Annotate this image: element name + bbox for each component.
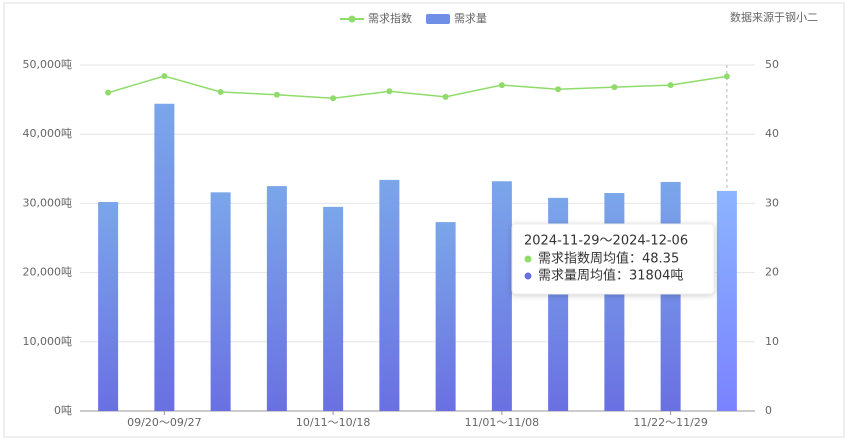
tooltip-item: 需求指数周均值：48.35 [538, 251, 679, 267]
x-tick-label: 11/01～11/08 [465, 416, 539, 429]
y-tick-label: 30,000吨 [23, 196, 73, 209]
y-tick-label: 50,000吨 [23, 58, 73, 71]
line-point [330, 95, 337, 102]
frame [3, 2, 845, 438]
line-point [498, 82, 505, 89]
line-point [386, 88, 393, 95]
source-note: 数据来源于钢小二 [730, 10, 818, 24]
tooltip: 2024-11-29～2024-12-06 需求指数周均值：48.35需求量周均值… [511, 223, 715, 295]
y-tick-label: 20,000吨 [23, 266, 73, 279]
bar [435, 222, 456, 411]
y-tick-label: 0吨 [54, 404, 72, 417]
line-point [611, 84, 618, 91]
bar [660, 181, 681, 411]
y2-tick-label: 30 [765, 196, 779, 209]
x-tick-label: 10/11～10/18 [296, 416, 370, 429]
tooltip-dot [524, 272, 532, 280]
y2-tick-label: 0 [765, 404, 772, 417]
bar [323, 206, 344, 411]
x-tick-label: 09/20～09/27 [127, 416, 201, 429]
line-point [105, 89, 112, 96]
legend-label: 需求量 [454, 12, 487, 25]
legend-swatch [426, 14, 450, 24]
line-point [555, 86, 562, 93]
line-point [161, 73, 168, 80]
bar [154, 103, 175, 411]
y2-tick-label: 20 [765, 266, 779, 279]
bar [379, 179, 400, 411]
y2-tick-label: 50 [765, 58, 779, 71]
bar [716, 190, 737, 411]
tooltip-box [511, 223, 715, 295]
tooltip-title: 2024-11-29～2024-12-06 [524, 234, 688, 249]
bar [266, 186, 287, 411]
bar [210, 192, 231, 411]
legend-label: 需求指数 [368, 11, 412, 25]
y-tick-label: 40,000吨 [23, 127, 73, 140]
legend-swatch [348, 15, 356, 23]
y2-tick-label: 10 [765, 335, 779, 348]
tooltip-dot [524, 255, 532, 263]
line-point [442, 93, 449, 100]
bar [98, 202, 119, 411]
y-tick-label: 10,000吨 [23, 335, 73, 348]
tooltip-item: 需求量周均值：31804吨 [538, 268, 683, 284]
line-point [273, 91, 280, 98]
x-tick-label: 11/22～11/29 [633, 416, 707, 429]
bar [491, 181, 512, 411]
line-point [667, 82, 674, 89]
line-point [217, 88, 224, 95]
line-point [723, 73, 730, 80]
line [107, 75, 727, 99]
y2-tick-label: 40 [765, 127, 779, 140]
